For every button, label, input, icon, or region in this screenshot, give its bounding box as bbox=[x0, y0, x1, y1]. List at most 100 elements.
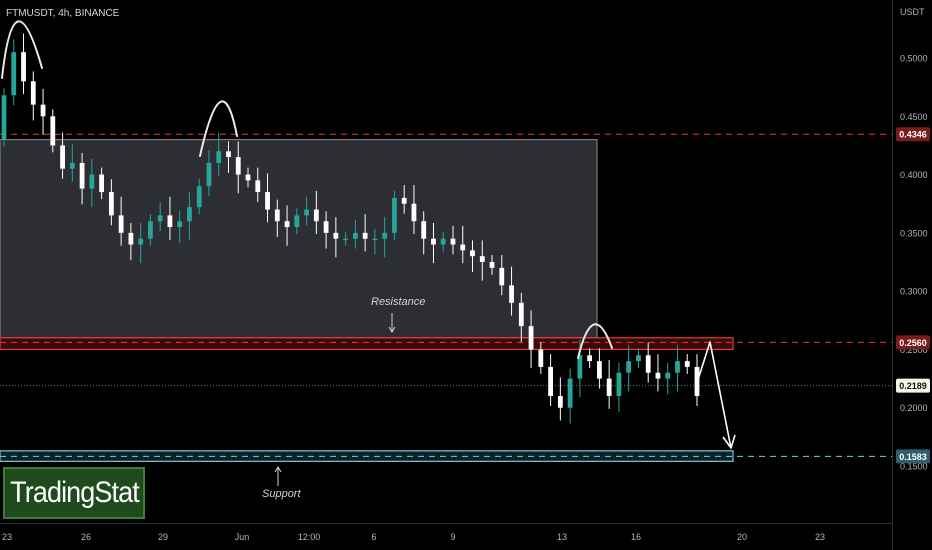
candle-body bbox=[1, 95, 7, 140]
candle-body bbox=[352, 232, 358, 239]
candle-body bbox=[616, 372, 622, 397]
candle-body bbox=[21, 52, 26, 82]
candle-body bbox=[274, 209, 280, 222]
price-labels: 0.4346 0.2560 0.2189 0.1583 bbox=[896, 127, 930, 464]
candle-body bbox=[596, 361, 602, 379]
x-tick-label: 13 bbox=[557, 532, 567, 542]
price-label-box bbox=[896, 127, 930, 142]
x-tick-label: 16 bbox=[631, 532, 641, 542]
time-axis[interactable]: 23 26 29 Jun 12:00 6 9 13 16 20 23 bbox=[2, 532, 825, 542]
candle-body bbox=[167, 215, 173, 228]
x-tick-label: 29 bbox=[158, 532, 168, 542]
candle-body bbox=[450, 238, 456, 245]
x-tick-label: 12:00 bbox=[298, 532, 321, 542]
candle-body bbox=[11, 52, 17, 96]
support-arrow bbox=[274, 466, 282, 486]
candle-body bbox=[587, 355, 593, 362]
candle-body bbox=[60, 145, 65, 169]
tradingstat-logo: TradingStat bbox=[3, 467, 145, 519]
y-tick-label: 0.3000 bbox=[900, 287, 928, 297]
candle-body bbox=[577, 355, 583, 379]
candle-body bbox=[499, 267, 505, 286]
candle-body bbox=[470, 250, 475, 257]
y-tick-label: 0.1500 bbox=[900, 462, 928, 472]
logo-text: TradingStat bbox=[9, 476, 140, 509]
candle-body bbox=[265, 192, 270, 210]
candle-body bbox=[157, 215, 163, 222]
candle-body bbox=[118, 215, 124, 233]
candle-body bbox=[645, 355, 651, 373]
y-tick-label: 0.2500 bbox=[900, 345, 928, 355]
ticker-title: FTMUSDT, 4h, BINANCE bbox=[6, 8, 120, 19]
candle-body bbox=[606, 378, 612, 397]
price-label: 0.1583 bbox=[899, 452, 927, 462]
y-tick-label: 0.4000 bbox=[900, 170, 928, 180]
candle-body bbox=[518, 302, 524, 327]
candle-body bbox=[431, 238, 436, 245]
candle-body bbox=[567, 378, 573, 408]
candle-body bbox=[372, 238, 378, 241]
candle-body bbox=[226, 151, 231, 158]
candle-body bbox=[196, 186, 202, 208]
candle-body bbox=[440, 238, 446, 245]
price-label-box bbox=[896, 335, 930, 350]
candle-body bbox=[401, 197, 407, 204]
candle-body bbox=[108, 192, 114, 216]
price-label-box bbox=[896, 449, 930, 464]
candle-body bbox=[343, 238, 349, 241]
candle-body bbox=[323, 221, 329, 233]
candle-body bbox=[421, 221, 427, 239]
candle-body bbox=[138, 238, 144, 245]
candle-body bbox=[655, 372, 661, 379]
candle-body bbox=[245, 174, 251, 181]
candle-body bbox=[284, 221, 290, 228]
candle-body bbox=[392, 197, 397, 233]
x-tick-label: 6 bbox=[371, 532, 376, 542]
projection-arrow bbox=[695, 341, 736, 449]
range-box bbox=[0, 139, 598, 339]
candle-body bbox=[626, 361, 632, 373]
candle-body bbox=[489, 262, 495, 268]
candle-body bbox=[177, 221, 183, 228]
y-tick-label: 0.3500 bbox=[900, 228, 928, 238]
price-label: 0.2560 bbox=[899, 338, 927, 348]
candle-body bbox=[665, 372, 671, 379]
candle-body bbox=[548, 366, 553, 397]
resistance-arrow bbox=[388, 313, 396, 333]
candle-body bbox=[684, 361, 690, 367]
currency-label: USDT bbox=[900, 7, 925, 17]
candle-body bbox=[333, 232, 339, 239]
y-tick-label: 0.2000 bbox=[900, 403, 928, 413]
candle-body bbox=[304, 209, 309, 216]
candle-body bbox=[460, 244, 466, 251]
price-label: 0.2189 bbox=[899, 381, 927, 391]
drawn-pattern bbox=[1, 20, 613, 359]
candle-body bbox=[216, 151, 222, 163]
peak-stroke-1 bbox=[1, 20, 43, 79]
candle-body bbox=[235, 157, 241, 175]
x-tick-label: 20 bbox=[737, 532, 747, 542]
candle-body bbox=[206, 162, 212, 187]
candle-body bbox=[40, 104, 46, 117]
price-label-box bbox=[896, 378, 930, 393]
candle-body bbox=[128, 232, 134, 245]
candle-body bbox=[313, 209, 319, 222]
x-tick-label: 26 bbox=[81, 532, 91, 542]
candle-body bbox=[479, 256, 485, 262]
peak-stroke-3 bbox=[577, 323, 613, 359]
candle-body bbox=[99, 174, 105, 193]
candle-body bbox=[538, 349, 544, 367]
candle-body bbox=[557, 396, 563, 408]
candle-body bbox=[528, 326, 534, 350]
price-axis[interactable]: 0.1500 0.2000 0.2500 0.3000 0.3500 0.4000 0.45… bbox=[900, 54, 928, 472]
y-tick-label: 0.5000 bbox=[900, 54, 928, 64]
candle-body bbox=[636, 355, 641, 362]
resistance-annotation: Resistance bbox=[371, 296, 425, 308]
candle-body bbox=[69, 162, 75, 169]
candle-body bbox=[675, 361, 680, 373]
candle-body bbox=[50, 116, 56, 146]
candle-body bbox=[148, 221, 153, 239]
peak-stroke-2 bbox=[199, 100, 238, 157]
candle-body bbox=[294, 215, 300, 228]
